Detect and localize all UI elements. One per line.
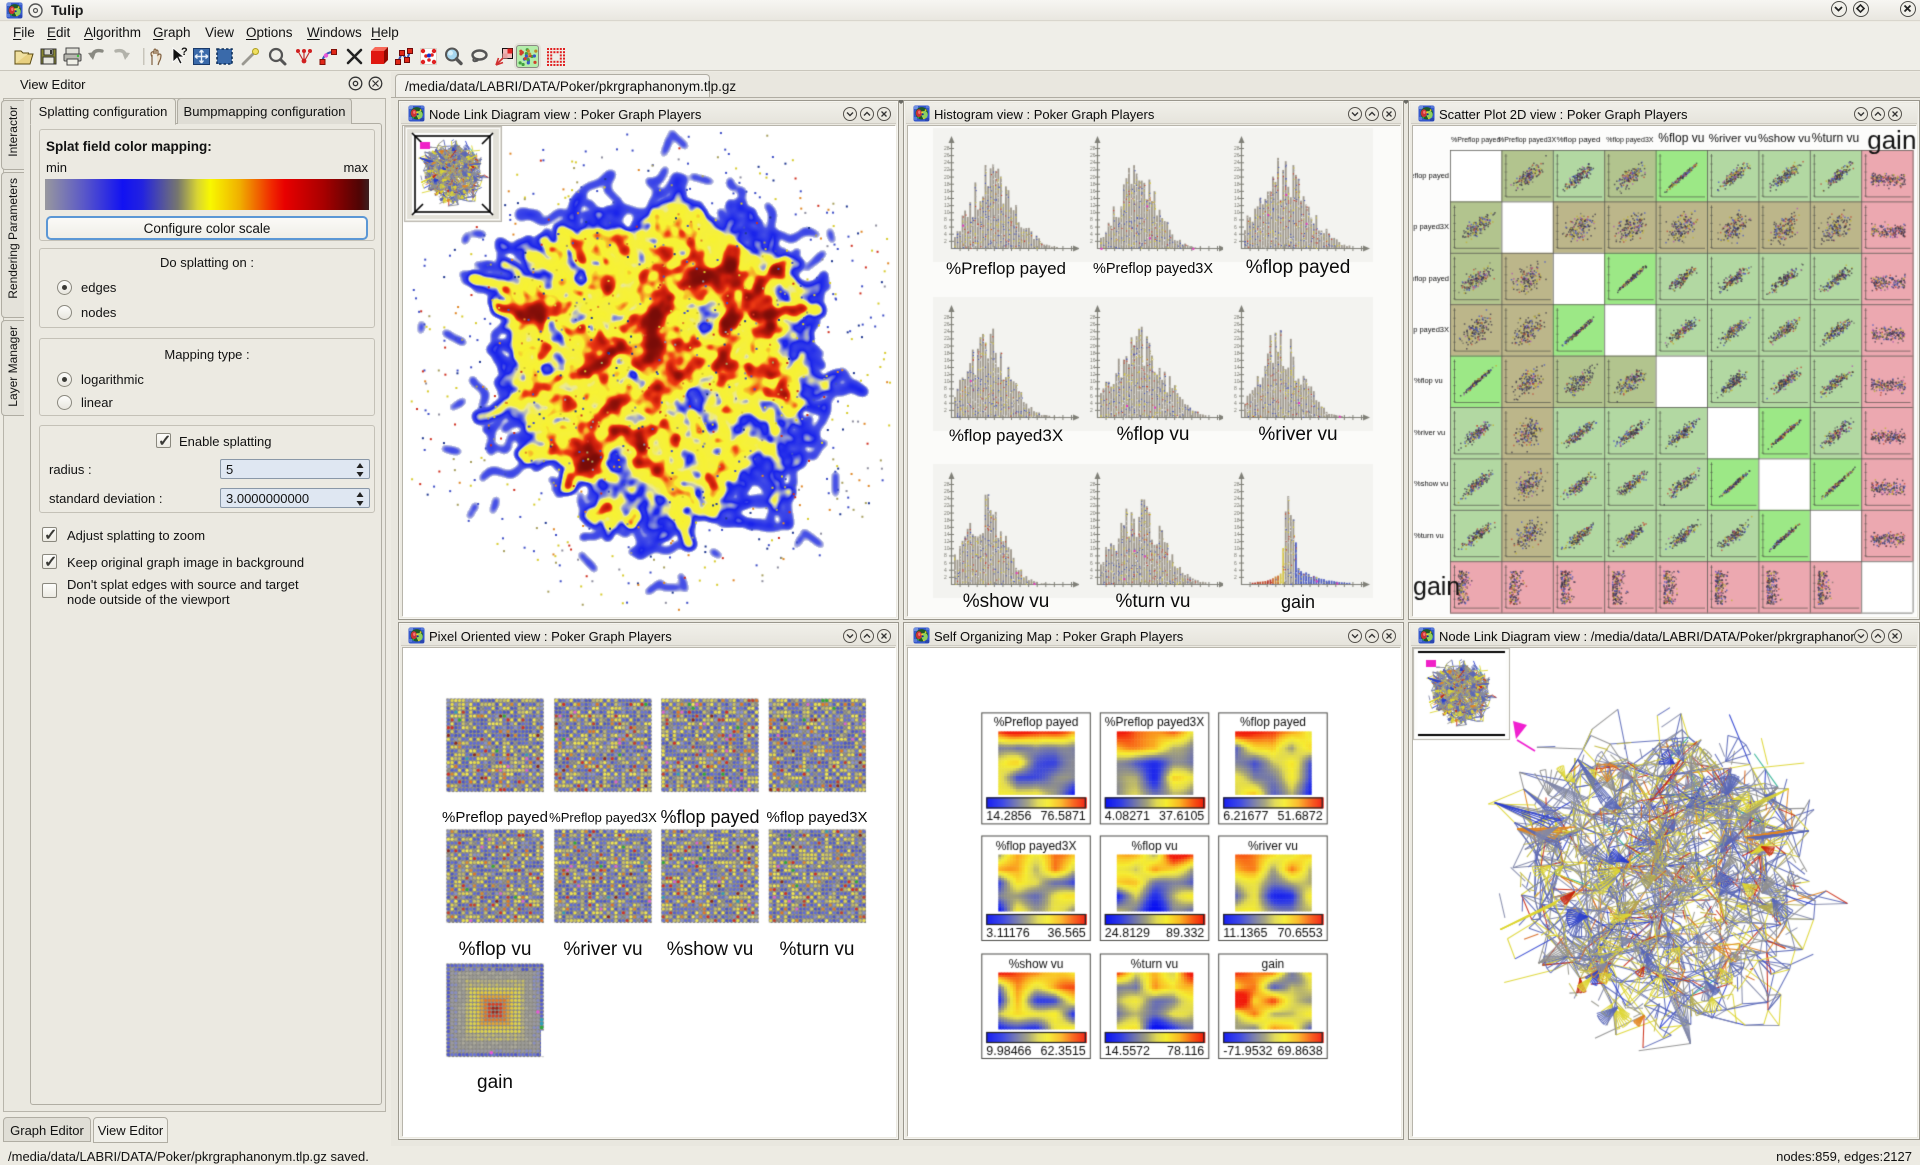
svg-text:?: ? <box>181 46 188 58</box>
